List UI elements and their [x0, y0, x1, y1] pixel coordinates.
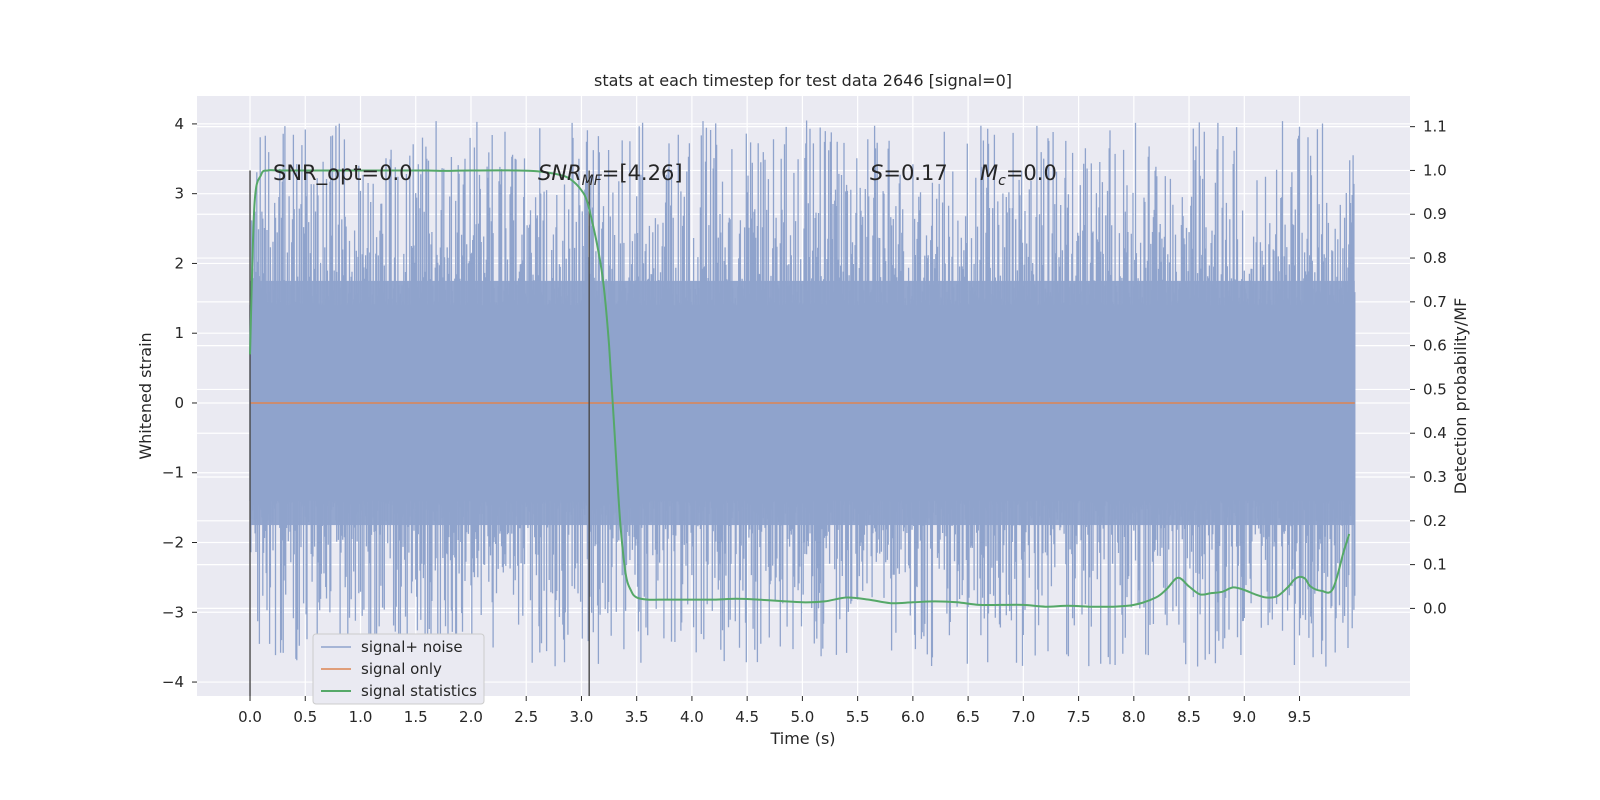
chart-title: stats at each timestep for test data 264… — [594, 71, 1012, 90]
annotation-s-value: =0.17 — [883, 161, 947, 185]
y-axis-ticks: 4 3 2 1 0 −1 −2 −3 −4 — [162, 115, 197, 691]
x-tick-label: 3.0 — [570, 708, 594, 726]
annotation-s-symbol: S — [870, 161, 883, 185]
x-tick-label: 1.0 — [349, 708, 373, 726]
x-tick-label: 0.0 — [238, 708, 262, 726]
x-tick-label: 2.5 — [514, 708, 538, 726]
annotations: SNR_opt=0.0 SNRMF=[4.26] S=0.17 Mc=0.0 — [273, 161, 1057, 189]
x-tick-label: 2.0 — [459, 708, 483, 726]
annotation-s: S=0.17 — [870, 161, 948, 185]
x-tick-label: 1.5 — [404, 708, 428, 726]
x-tick-label: 5.0 — [790, 708, 814, 726]
x-tick-label: 3.5 — [625, 708, 649, 726]
x-tick-label: 5.5 — [846, 708, 870, 726]
x-tick-label: 7.5 — [1067, 708, 1091, 726]
annotation-mc-subscript: c — [998, 173, 1006, 189]
annotation-snr-mf: SNRMF=[4.26] — [538, 161, 683, 189]
y-right-tick-label: 0.7 — [1423, 293, 1447, 311]
annotation-snr-mf-subscript: MF — [582, 173, 603, 189]
x-axis-label: Time (s) — [769, 729, 835, 748]
series-signal-statistics-line — [249, 169, 1351, 608]
y-right-tick-label: 0.2 — [1423, 512, 1447, 530]
y-tick-label: −2 — [162, 534, 184, 552]
y-right-tick-label: 1.1 — [1423, 118, 1447, 136]
x-tick-label: 6.5 — [956, 708, 980, 726]
y-axis-label: Whitened strain — [136, 332, 155, 459]
x-tick-label: 4.5 — [735, 708, 759, 726]
y-tick-label: 3 — [174, 185, 184, 203]
legend-label-signal-noise: signal+ noise — [361, 638, 463, 656]
y-right-tick-label: 1.0 — [1423, 161, 1447, 179]
y-right-tick-label: 0.6 — [1423, 337, 1447, 355]
x-tick-label: 4.0 — [680, 708, 704, 726]
x-tick-label: 8.5 — [1177, 708, 1201, 726]
annotation-mc-value: =0.0 — [1006, 161, 1057, 185]
x-tick-label: 8.0 — [1122, 708, 1146, 726]
legend-box — [312, 633, 485, 705]
y-right-tick-label: 0.9 — [1423, 205, 1447, 223]
event-marker-lines — [249, 170, 590, 696]
annotation-mc: Mc=0.0 — [980, 161, 1057, 189]
y-right-tick-label: 0.5 — [1423, 380, 1447, 398]
annotation-snr-mf-value: =[4.26] — [602, 161, 683, 185]
x-tick-label: 9.5 — [1288, 708, 1312, 726]
y-right-tick-label: 0.1 — [1423, 556, 1447, 574]
legend-label-signal-statistics: signal statistics — [361, 682, 477, 700]
annotation-mc-symbol: M — [980, 161, 998, 185]
y-tick-label: 0 — [174, 394, 184, 412]
legend: signal+ noise signal only signal statist… — [312, 633, 485, 705]
y-tick-label: −4 — [162, 673, 184, 691]
y-tick-label: 1 — [174, 324, 184, 342]
y-tick-label: 4 — [174, 115, 184, 133]
y-right-axis-ticks: 1.1 1.0 0.9 0.8 0.7 0.6 0.5 0.4 0.3 0.2 0.1 0.0 — [1410, 118, 1447, 617]
y-right-tick-label: 0.8 — [1423, 249, 1447, 267]
x-axis-ticks: 0.0 0.5 1.0 1.5 2.0 2.5 3.0 3.5 4.0 4.5 5.0 5.5 6.0 6… — [238, 696, 1311, 726]
x-tick-label: 7.0 — [1011, 708, 1035, 726]
y-right-tick-label: 0.4 — [1423, 424, 1447, 442]
x-tick-label: 6.0 — [901, 708, 925, 726]
x-tick-label: 0.5 — [293, 708, 317, 726]
y-right-axis-label: Detection probability/MF — [1451, 298, 1470, 495]
y-tick-label: −1 — [162, 464, 184, 482]
y-right-tick-label: 0.0 — [1423, 599, 1447, 617]
y-tick-label: 2 — [174, 254, 184, 272]
x-tick-label: 9.0 — [1232, 708, 1256, 726]
annotation-snr-mf-symbol: SNR — [538, 161, 582, 185]
y-tick-label: −3 — [162, 603, 184, 621]
y-right-tick-label: 0.3 — [1423, 468, 1447, 486]
annotation-snr-opt: SNR_opt=0.0 — [273, 161, 413, 186]
legend-label-signal-only: signal only — [361, 660, 442, 678]
